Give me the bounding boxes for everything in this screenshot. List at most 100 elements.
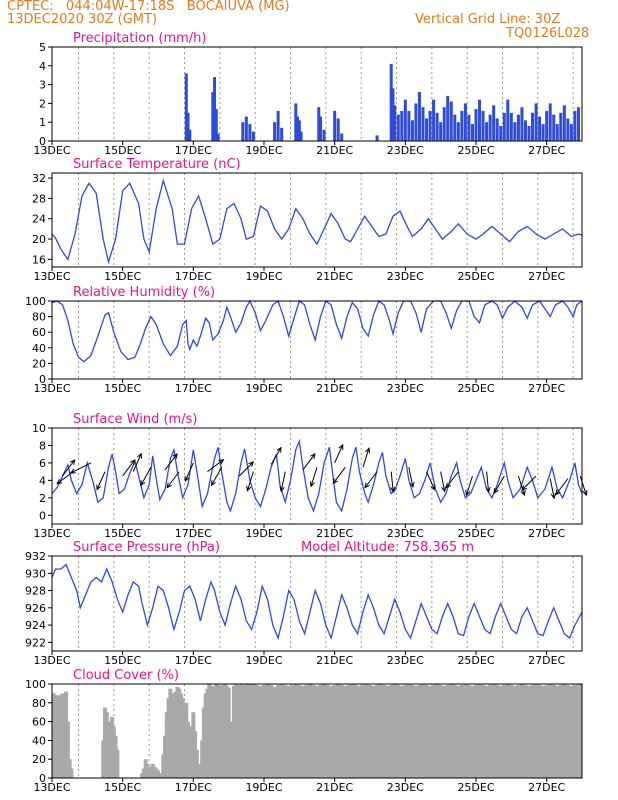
cloud-bar (269, 684, 274, 778)
cloud-bar (375, 684, 380, 778)
temp-title: Surface Temperature (nC) (73, 157, 241, 172)
wind-vector-head (309, 481, 315, 488)
cloud-ytick-label: 40 (32, 734, 46, 747)
cloud-bar (371, 685, 376, 778)
cloud-bar (357, 685, 362, 778)
wind-vector-head (445, 482, 452, 489)
cloud-ytick-label: 20 (32, 753, 46, 766)
wind-vector-head (332, 478, 338, 485)
precip-title: Precipitation (mm/h) (73, 31, 206, 46)
wind-vector (96, 471, 106, 490)
cloud-bar (272, 686, 277, 778)
cloud-bar (329, 685, 334, 778)
precip-bar (432, 99, 436, 141)
precip-bar (428, 110, 432, 141)
precip-bar (481, 110, 485, 141)
cloud-bar (534, 684, 539, 778)
wind-vector (238, 461, 254, 477)
cloud-bar (297, 684, 302, 778)
cloud-bar (115, 749, 120, 778)
cloud-bar (527, 685, 531, 778)
cloud-bar (498, 685, 503, 778)
cloud-bar (251, 684, 256, 778)
cloud-xtick-label: 13DEC (33, 781, 70, 794)
cloud-bar (435, 684, 440, 778)
precip-bar (548, 103, 552, 141)
wind-vector-head (441, 486, 447, 493)
precip-bar (559, 112, 563, 141)
rh-ytick-label: 40 (32, 342, 46, 355)
wind-vector-head (166, 482, 172, 489)
wind-vector (408, 467, 414, 487)
cloud-bar (544, 684, 549, 778)
wind-vector-head (69, 468, 76, 474)
header-datetime: 13DEC2020 30Z (GMT) (7, 12, 158, 27)
cloud-bar (410, 684, 415, 778)
precip-xtick-label: 27DEC (528, 144, 565, 157)
cloud-bar (258, 685, 263, 778)
precip-bar (417, 92, 421, 141)
precip-bar (425, 118, 429, 141)
precip-frame (51, 46, 583, 142)
wind-vector-head (520, 489, 526, 497)
cloud-bar (555, 685, 560, 778)
cloud-bar (502, 684, 507, 778)
wind-xtick-label: 19DEC (245, 527, 282, 540)
precip-xtick-label: 25DEC (457, 144, 494, 157)
cloud-bar (421, 684, 425, 778)
wind-frame (51, 427, 583, 525)
wind-xtick-label: 25DEC (457, 527, 494, 540)
cloud-bar (565, 684, 570, 778)
cloud-bar (392, 684, 397, 778)
precip-bar (188, 129, 192, 141)
precip-bar (569, 124, 573, 141)
precip-bar (389, 63, 393, 141)
cloud-bar (350, 684, 355, 778)
cloud-bar (389, 684, 394, 778)
precip-bar (414, 103, 418, 141)
rh-xtick-label: 17DEC (175, 382, 212, 395)
rh-frame (51, 300, 583, 380)
precip-ytick-label: 0 (39, 135, 46, 148)
precip-bar (248, 124, 252, 141)
wind-vector-head (493, 487, 499, 494)
wind-vector (334, 444, 344, 464)
precip-bar (396, 114, 400, 141)
precip-bar (280, 127, 284, 141)
precip-bar (502, 112, 506, 141)
wind-vector (140, 467, 152, 486)
precip-bar (393, 105, 397, 141)
precip-bar (555, 124, 559, 141)
precip-bar (456, 122, 460, 141)
wind-vector-head (521, 485, 527, 491)
cloud-bar (254, 684, 259, 778)
rh-xtick-label: 13DEC (33, 382, 70, 395)
precip-ytick-label: 5 (39, 41, 46, 54)
wind-vector-head (485, 486, 491, 493)
precip-bar (509, 112, 513, 141)
cloud-xtick-label: 25DEC (457, 781, 494, 794)
cloud-bar (558, 684, 563, 778)
pres-ytick-label: 926 (25, 602, 46, 615)
wind-xtick-label: 23DEC (387, 527, 424, 540)
cloud-bar (431, 684, 436, 778)
precip-bar (538, 116, 542, 141)
wind-title: Surface Wind (m/s) (73, 412, 197, 427)
cloud-xtick-label: 27DEC (528, 781, 565, 794)
precip-bar (391, 88, 395, 141)
pres-xtick-label: 17DEC (175, 654, 212, 667)
cloud-bar (463, 684, 468, 778)
precip-bar (520, 107, 524, 141)
temp-ytick-label: 32 (32, 172, 46, 185)
cloud-bar (364, 684, 369, 778)
precip-bar (435, 112, 439, 141)
precip-bar (421, 107, 425, 141)
cloud-bar (456, 685, 461, 778)
precip-bar (513, 122, 517, 141)
wind-vector (122, 459, 136, 477)
cloud-ytick-label: 60 (32, 716, 46, 729)
precip-bar (442, 107, 446, 141)
cloud-bar (537, 684, 542, 778)
wind-vector (302, 453, 316, 471)
wind-vector-head (582, 489, 588, 497)
